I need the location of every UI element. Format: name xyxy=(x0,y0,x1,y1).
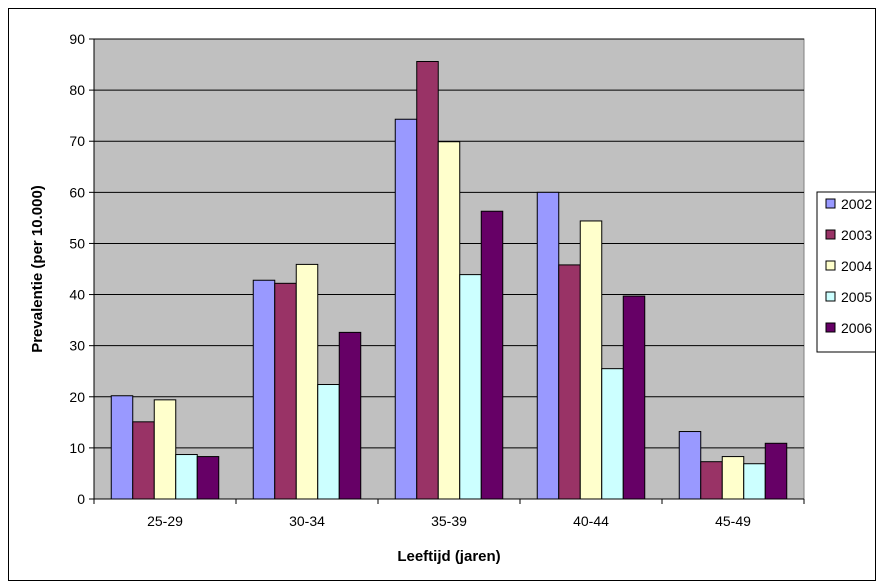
x-tick-label: 30-34 xyxy=(289,513,325,529)
x-axis-title: Leeftijd (jaren) xyxy=(397,548,500,565)
legend-swatch-2003 xyxy=(825,229,836,240)
chart-frame: 0 10 20 30 40 50 60 70 80 90 25-29 30-34 35-39 40-44 4… xyxy=(8,8,876,581)
legend-label-2004: 2004 xyxy=(841,258,872,274)
axes: 0 10 20 30 40 50 60 70 80 90 25-29 30-34 35-39 40-44 4… xyxy=(69,31,805,529)
y-tick-label: 40 xyxy=(69,287,85,303)
legend: 2002 2003 2004 2005 2006 xyxy=(816,191,875,353)
legend-swatch-2004 xyxy=(825,260,836,271)
legend-swatch-2006 xyxy=(825,322,836,333)
bar-2003-25-29 xyxy=(132,421,155,500)
y-tick-label: 30 xyxy=(69,338,85,354)
bar-2002-30-34 xyxy=(252,279,276,500)
bar-2005-40-44 xyxy=(601,368,624,500)
legend-label-2002: 2002 xyxy=(841,196,872,212)
legend-swatch-2005 xyxy=(825,291,836,302)
y-tick-label: 0 xyxy=(77,491,85,507)
bar-2006-30-34 xyxy=(338,331,362,500)
bar-2005-45-49 xyxy=(743,463,766,500)
bar-2004-35-39 xyxy=(437,141,461,500)
bar-2002-25-29 xyxy=(110,395,134,500)
legend-label-2006: 2006 xyxy=(841,320,872,336)
x-tick-label: 35-39 xyxy=(431,513,467,529)
bar-2004-30-34 xyxy=(295,263,319,500)
y-tick-label: 70 xyxy=(69,133,85,149)
bar-2004-45-49 xyxy=(721,456,745,500)
legend-label-2005: 2005 xyxy=(841,289,872,305)
y-tick-label: 50 xyxy=(69,235,85,251)
bar-2006-25-29 xyxy=(196,456,220,500)
x-tick-label: 40-44 xyxy=(573,513,609,529)
bar-2002-40-44 xyxy=(536,191,560,500)
x-tick-label: 25-29 xyxy=(147,513,183,529)
y-tick-label: 80 xyxy=(69,82,85,98)
bars xyxy=(110,60,788,500)
y-tick-label: 10 xyxy=(69,440,85,456)
bar-2003-30-34 xyxy=(274,282,297,500)
y-tick-label: 60 xyxy=(69,184,85,200)
bar-2002-35-39 xyxy=(394,118,418,500)
bar-2006-45-49 xyxy=(764,442,788,500)
bar-chart: 0 10 20 30 40 50 60 70 80 90 25-29 30-34 35-39 40-44 4… xyxy=(29,31,875,565)
y-tick-label: 20 xyxy=(69,389,85,405)
y-tick-label: 90 xyxy=(69,31,85,47)
y-axis-title: Prevalentie (per 10.000) xyxy=(29,185,46,353)
legend-swatch-2002 xyxy=(825,198,836,209)
bar-2006-40-44 xyxy=(622,295,646,500)
bar-2003-45-49 xyxy=(700,461,723,500)
bar-2003-40-44 xyxy=(558,264,581,500)
bar-2005-35-39 xyxy=(459,274,482,500)
legend-label-2003: 2003 xyxy=(841,227,872,243)
bar-2006-35-39 xyxy=(480,210,504,500)
bar-2002-45-49 xyxy=(678,431,702,500)
bar-2004-25-29 xyxy=(153,399,177,500)
x-tick-label: 45-49 xyxy=(715,513,751,529)
bar-2003-35-39 xyxy=(416,60,439,500)
bar-2005-30-34 xyxy=(317,384,340,500)
bar-2005-25-29 xyxy=(175,454,198,500)
bar-2004-40-44 xyxy=(579,220,603,500)
